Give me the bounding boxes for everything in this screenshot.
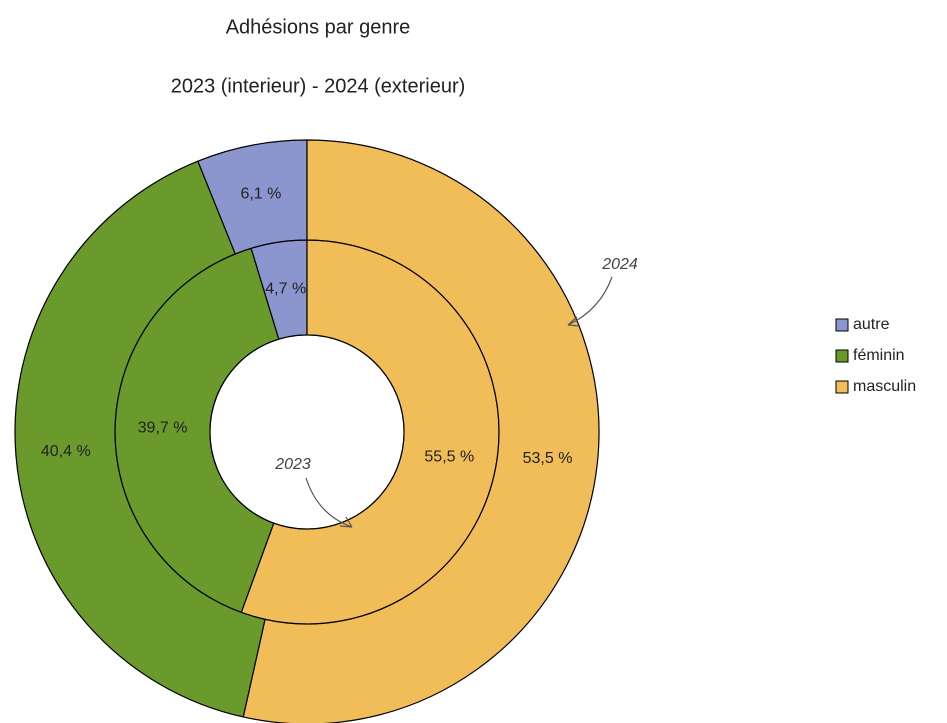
data-label: 53,5 % <box>523 450 573 467</box>
chart-title: Adhésions par genre <box>226 16 411 38</box>
legend: autre féminin masculin <box>835 316 916 395</box>
slice <box>242 139 600 723</box>
legend-label: autre <box>853 316 890 333</box>
annotation-arrow <box>305 477 353 528</box>
data-label: 6,1 % <box>240 186 281 203</box>
annotation: 2024 <box>601 256 638 273</box>
data-label: 40,4 % <box>41 443 91 460</box>
legend-label: féminin <box>853 347 905 364</box>
data-label: 4,7 % <box>265 280 306 297</box>
annotation-arrow <box>567 276 613 326</box>
annotation-arrowhead <box>567 316 581 327</box>
data-label: 55,5 % <box>424 448 474 465</box>
hole <box>209 334 405 530</box>
legend-swatch <box>835 349 849 363</box>
annotation-arrowhead <box>339 516 353 528</box>
annotation: 2023 <box>274 456 311 473</box>
chart-subtitle: 2023 (interieur) - 2024 (exterieur) <box>171 75 466 97</box>
legend-swatch <box>835 318 849 332</box>
data-label: 39,7 % <box>138 419 188 436</box>
legend-swatch <box>835 380 849 394</box>
legend-label: masculin <box>853 378 916 395</box>
rings: 4,7 % 39,7 % 55,5 % 6,1 % 40,4 % 53,5 % <box>14 139 600 723</box>
slice <box>14 160 266 718</box>
